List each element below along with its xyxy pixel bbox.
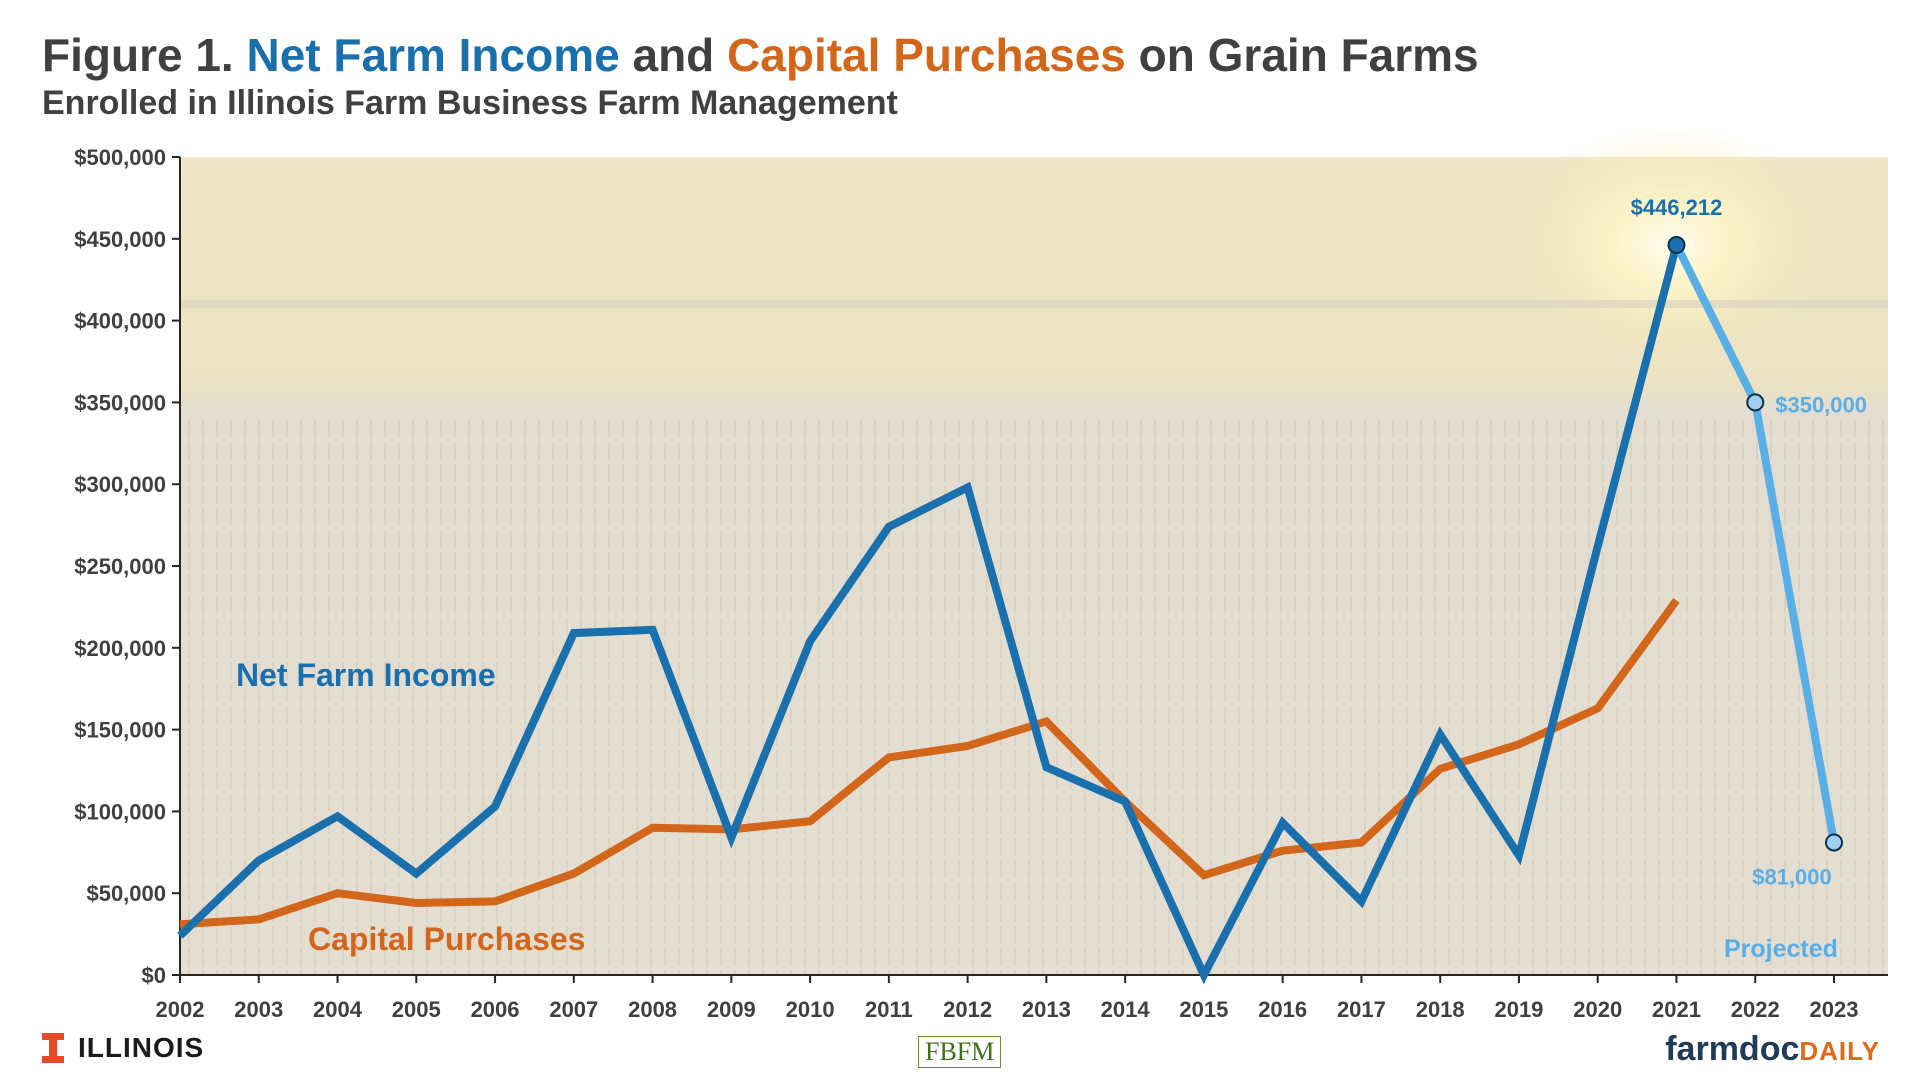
- title-capital-purchases: Capital Purchases: [727, 29, 1126, 81]
- fbfm-logo: FBFM: [918, 1036, 1002, 1068]
- y-tick-label: $200,000: [74, 636, 166, 661]
- data-point-marker: [1746, 393, 1765, 412]
- chart-axes: $0 $50,000 $100,000 $150,000 $200,000 $250,00…: [74, 145, 1888, 1022]
- x-tick-label: 2002: [156, 997, 205, 1022]
- data-label: $350,000: [1775, 392, 1867, 417]
- illinois-logo-text: ILLINOIS: [78, 1032, 205, 1063]
- series-label-capital-purchases: Capital Purchases: [308, 921, 585, 957]
- x-tick-label: 2007: [549, 997, 598, 1022]
- x-tick-label: 2012: [943, 997, 992, 1022]
- daily-logo-text: DAILY: [1799, 1036, 1880, 1066]
- y-tick-label: $500,000: [74, 145, 166, 170]
- data-point-marker: [1825, 833, 1843, 852]
- x-tick-label: 2009: [707, 997, 756, 1022]
- x-tick-label: 2016: [1258, 997, 1307, 1022]
- field-texture: [180, 420, 1888, 975]
- title-suffix: on Grain Farms: [1125, 29, 1479, 81]
- chart-subtitle: Enrolled in Illinois Farm Business Farm …: [42, 84, 898, 122]
- y-tick-label: $150,000: [74, 718, 166, 743]
- title-prefix: Figure 1.: [42, 29, 247, 81]
- x-tick-label: 2008: [628, 997, 677, 1022]
- x-tick-label: 2017: [1337, 997, 1386, 1022]
- y-tick-label: $300,000: [74, 472, 166, 497]
- horizon-line: [180, 300, 1888, 308]
- data-label: $446,212: [1631, 195, 1723, 220]
- series-label-projected: Projected: [1724, 935, 1838, 963]
- x-tick-label: 2021: [1652, 997, 1701, 1022]
- illinois-block-i-icon: [42, 1033, 64, 1063]
- x-tick-label: 2020: [1573, 997, 1622, 1022]
- illinois-logo: ILLINOIS: [42, 1032, 204, 1064]
- x-tick-label: 2010: [786, 997, 835, 1022]
- y-tick-label: $0: [142, 963, 166, 988]
- y-tick-label: $250,000: [74, 554, 166, 579]
- y-tick-label: $450,000: [74, 227, 166, 252]
- farmdoc-logo-text: farmdoc: [1665, 1030, 1800, 1068]
- x-tick-label: 2011: [865, 997, 913, 1022]
- x-tick-label: 2018: [1416, 997, 1465, 1022]
- farmdoc-daily-logo: farmdocDAILY: [1665, 1030, 1880, 1069]
- x-tick-label: 2023: [1810, 997, 1859, 1022]
- x-tick-label: 2013: [1022, 997, 1071, 1022]
- series-label-net-farm-income: Net Farm Income: [236, 657, 496, 693]
- y-tick-label: $100,000: [74, 799, 166, 824]
- data-label: $81,000: [1752, 864, 1832, 889]
- x-tick-label: 2003: [234, 997, 283, 1022]
- x-tick-label: 2015: [1179, 997, 1228, 1022]
- x-tick-label: 2006: [471, 997, 520, 1022]
- y-tick-label: $350,000: [74, 390, 166, 415]
- x-tick-label: 2005: [392, 997, 441, 1022]
- chart-title: Figure 1. Net Farm Income and Capital Pu…: [42, 28, 1479, 82]
- y-tick-label: $50,000: [86, 881, 166, 906]
- plot-background: [180, 125, 1888, 975]
- series-line-net-farm-income: [177, 243, 1681, 985]
- title-middle: and: [619, 29, 728, 81]
- x-tick-label: 2022: [1731, 997, 1780, 1022]
- title-net-farm-income: Net Farm Income: [246, 29, 620, 81]
- y-tick-label: $400,000: [74, 309, 166, 334]
- labels-layer: $446,212 $350,000 $81,000 Net Farm Income Ca…: [236, 195, 1867, 963]
- x-tick-label: 2014: [1101, 997, 1151, 1022]
- x-tick-label: 2004: [313, 997, 363, 1022]
- x-tick-label: 2019: [1494, 997, 1543, 1022]
- data-point-marker: [1667, 235, 1686, 254]
- series-line-capital-purchases: [179, 597, 1680, 929]
